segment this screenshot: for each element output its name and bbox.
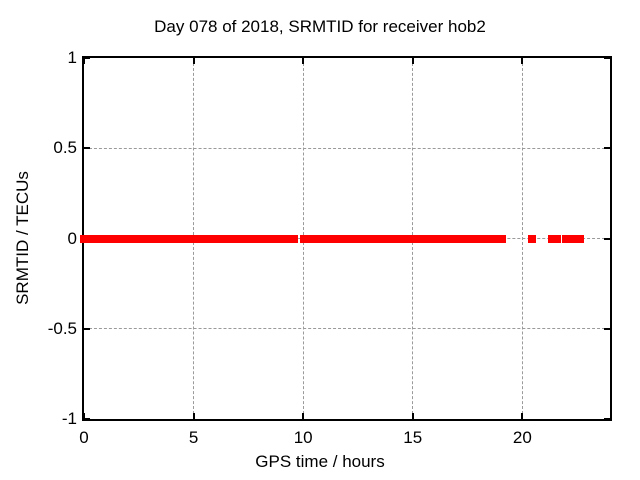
x-tick-label: 5: [188, 428, 199, 447]
y-tick-mark: [84, 327, 90, 330]
y-tick-label: -0.5: [47, 318, 77, 338]
y-gridline: [84, 328, 610, 330]
y-tick-mark: [604, 57, 610, 59]
x-axis-label: GPS time / hours: [255, 452, 385, 471]
data-segment: [561, 234, 585, 243]
x-tick-mark: [302, 413, 305, 419]
x-tick-label: 20: [512, 428, 532, 447]
y-tick-mark: [84, 418, 90, 420]
y-gridline: [84, 147, 610, 149]
y-tick-mark: [84, 147, 90, 150]
data-segment: [547, 234, 561, 243]
y-tick-mark: [84, 57, 90, 59]
x-tick-mark: [83, 413, 85, 419]
y-tick-mark: [604, 147, 610, 150]
data-segment: [300, 234, 506, 243]
data-segment: [80, 234, 298, 243]
x-tick-label: 15: [403, 428, 423, 447]
y-tick-label: 0.5: [53, 138, 77, 158]
y-tick-mark: [604, 418, 610, 420]
y-tick-label: -1: [61, 409, 77, 428]
x-tick-label: 10: [293, 428, 313, 447]
x-tick-mark: [521, 413, 524, 419]
x-tick-mark: [83, 58, 85, 64]
x-tick-mark: [192, 58, 195, 64]
y-tick-mark: [604, 237, 610, 240]
data-segment: [527, 234, 536, 243]
x-tick-mark: [302, 58, 305, 64]
y-tick-label: 1: [67, 48, 77, 67]
y-tick-mark: [604, 327, 610, 330]
plot-area: [80, 57, 610, 420]
y-tick-label: 0: [67, 228, 77, 248]
x-tick-mark: [521, 58, 524, 64]
x-tick-mark: [411, 413, 414, 419]
x-tick-mark: [411, 58, 414, 64]
chart-title: Day 078 of 2018, SRMTID for receiver hob…: [154, 17, 486, 36]
x-tick-label: 0: [79, 428, 89, 447]
x-tick-mark: [192, 413, 195, 419]
